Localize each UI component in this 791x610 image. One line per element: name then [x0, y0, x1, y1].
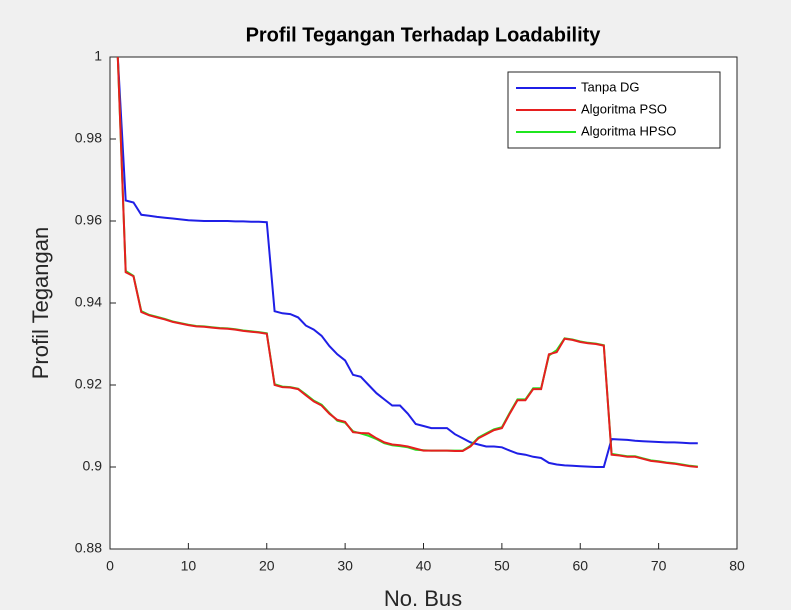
y-tick-label: 0.96 — [75, 212, 102, 228]
x-tick-label: 30 — [337, 558, 353, 574]
y-tick-label: 1 — [94, 48, 102, 64]
x-axis-label: No. Bus — [384, 586, 462, 610]
y-axis-label: Profil Tegangan — [28, 227, 53, 380]
y-tick-label: 0.98 — [75, 130, 102, 146]
x-tick-label: 50 — [494, 558, 510, 574]
x-tick-label: 80 — [729, 558, 745, 574]
y-tick-label: 0.92 — [75, 376, 102, 392]
y-tick-label: 0.88 — [75, 540, 102, 556]
x-tick-label: 20 — [259, 558, 275, 574]
legend-label: Tanpa DG — [581, 79, 640, 94]
x-tick-label: 60 — [572, 558, 588, 574]
y-tick-label: 0.94 — [75, 294, 102, 310]
legend-label: Algoritma HPSO — [581, 123, 676, 138]
y-tick-label: 0.9 — [83, 458, 103, 474]
x-tick-label: 10 — [181, 558, 197, 574]
legend-label: Algoritma PSO — [581, 101, 667, 116]
x-tick-label: 0 — [106, 558, 114, 574]
chart-title: Profil Tegangan Terhadap Loadability — [246, 24, 602, 46]
x-tick-label: 40 — [416, 558, 432, 574]
x-tick-label: 70 — [651, 558, 667, 574]
series-line — [116, 56, 698, 468]
series-line — [116, 56, 698, 468]
